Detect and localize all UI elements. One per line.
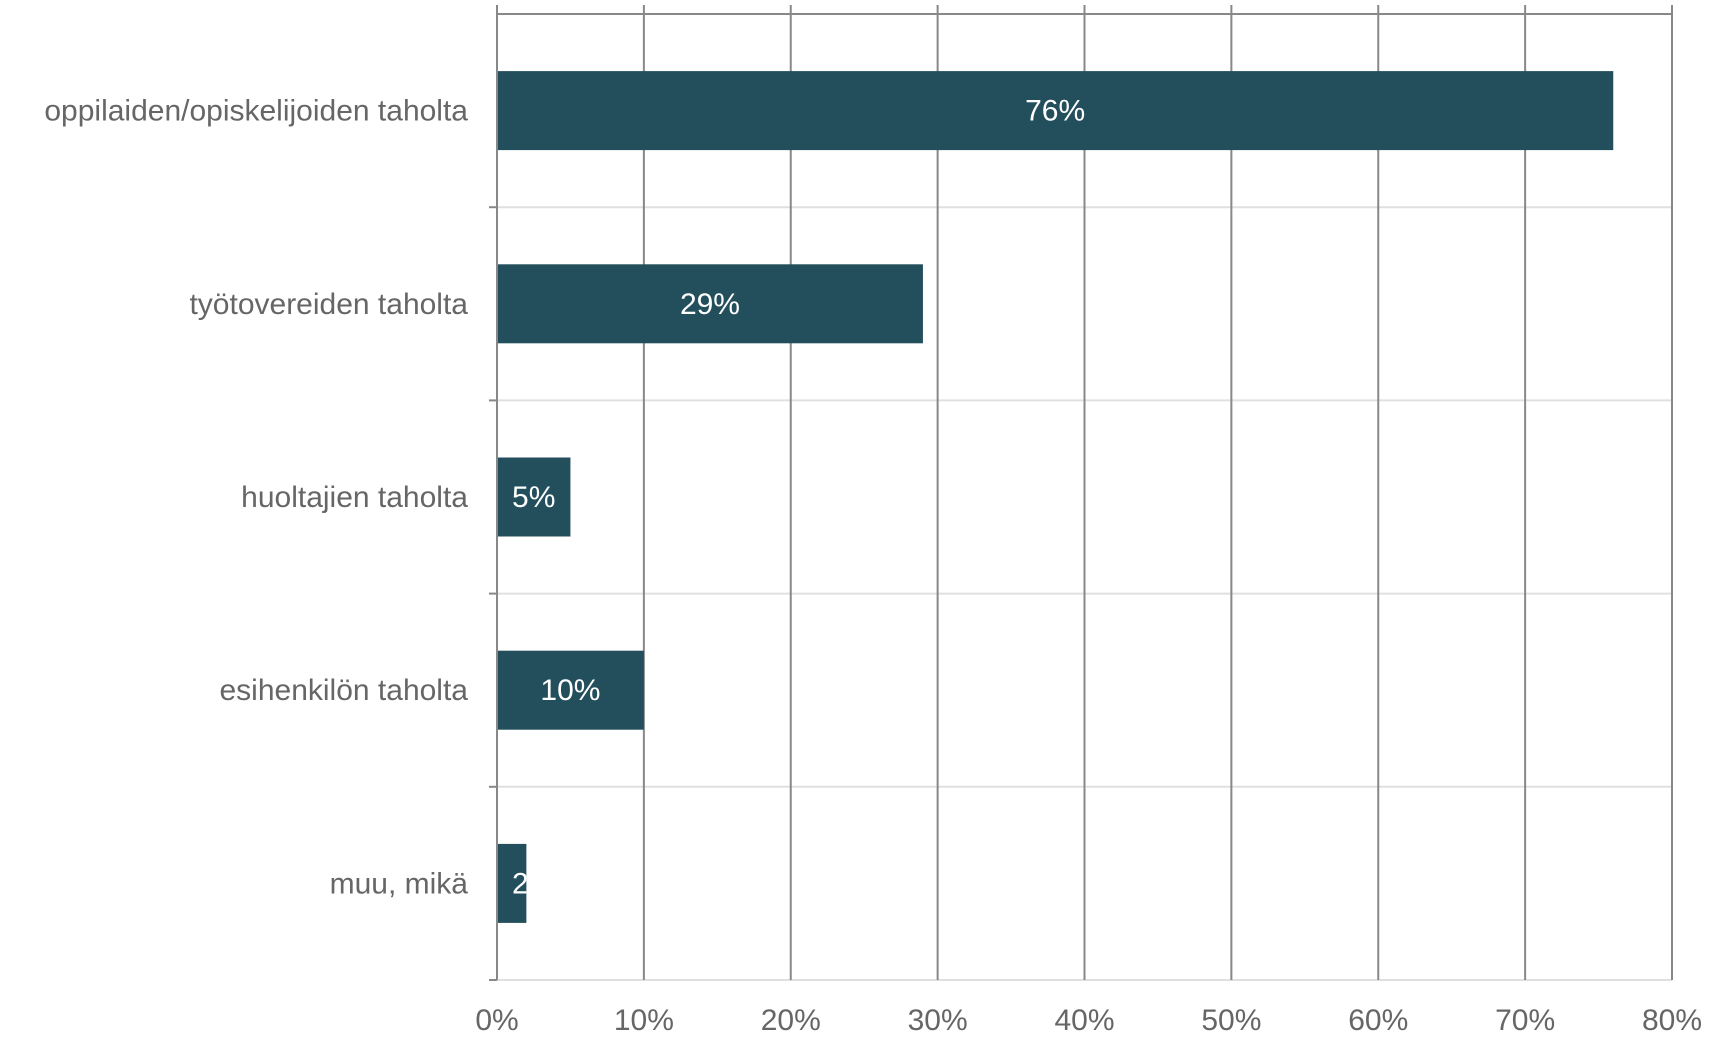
x-tick-label: 60%	[1348, 1004, 1408, 1037]
x-tick-label: 40%	[1054, 1004, 1114, 1037]
x-tick-label: 80%	[1642, 1004, 1702, 1037]
category-label: työtovereiden taholta	[189, 288, 468, 321]
category-label: oppilaiden/opiskelijoiden taholta	[44, 95, 468, 128]
data-label: 29%	[680, 288, 740, 321]
axis	[489, 5, 498, 981]
x-tick-label: 50%	[1201, 1004, 1261, 1037]
bar	[497, 71, 1614, 151]
data-label: 10%	[540, 674, 600, 707]
x-tick-label: 30%	[908, 1004, 968, 1037]
bar	[497, 843, 527, 923]
bar	[497, 264, 923, 344]
gridlines	[496, 5, 1673, 981]
bar	[497, 457, 571, 537]
category-label: huoltajien taholta	[241, 481, 468, 514]
x-tick-label: 70%	[1495, 1004, 1555, 1037]
x-tick-labels: 0% 10% 20% 30% 40% 50% 60% 70% 80%	[475, 1004, 1702, 1037]
category-labels: oppilaiden/opiskelijoiden taholta työtove…	[44, 95, 468, 901]
data-labels: 76% 29% 5% 10% 2	[512, 95, 1085, 901]
data-label: 76%	[1025, 95, 1085, 128]
data-label: 5%	[512, 481, 555, 514]
x-tick-label: 0%	[475, 1004, 518, 1037]
bars	[497, 71, 1614, 923]
category-label: esihenkilön taholta	[219, 674, 468, 707]
x-tick-label: 20%	[761, 1004, 821, 1037]
x-tick-label: 10%	[614, 1004, 674, 1037]
data-label: 2	[512, 867, 529, 900]
bar	[497, 650, 644, 730]
category-label: muu, mikä	[330, 867, 469, 900]
